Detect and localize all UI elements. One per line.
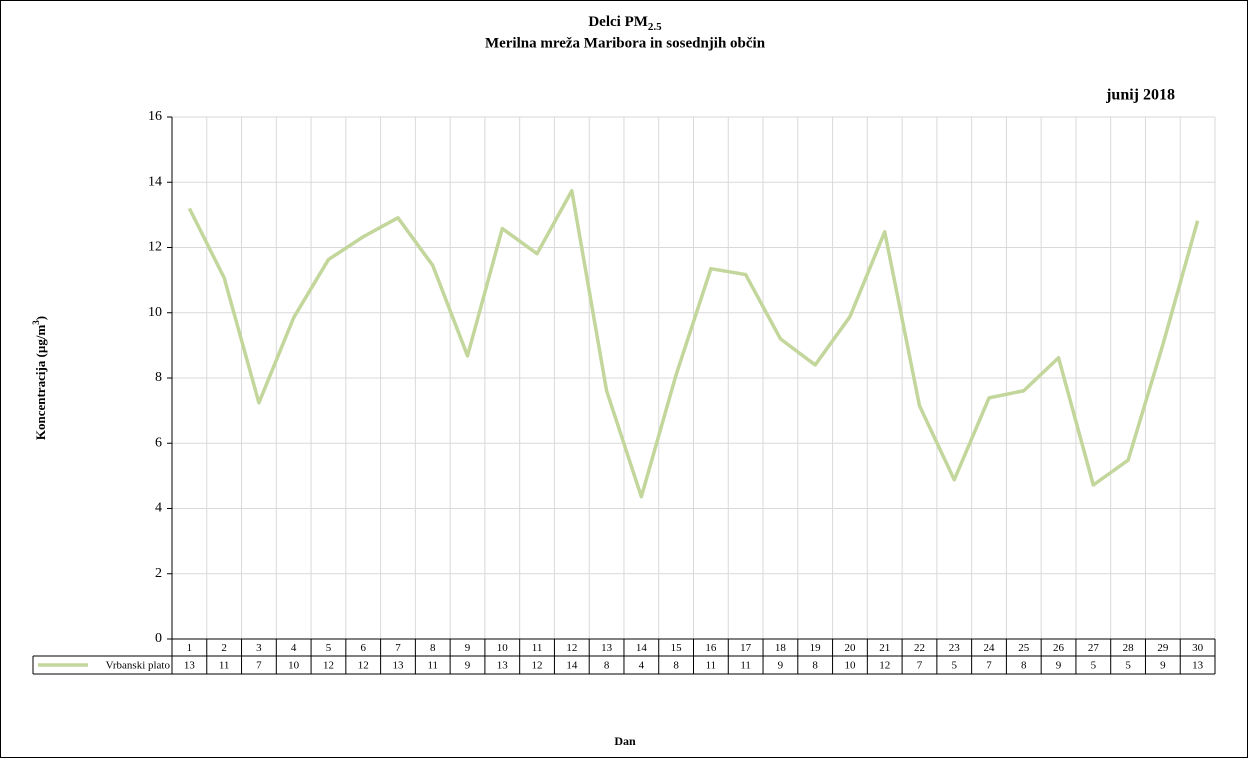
y-label-suffix: ) bbox=[33, 316, 48, 320]
title-subscript: 2.5 bbox=[648, 21, 662, 33]
x-tick-label: 23 bbox=[949, 642, 961, 654]
table-value: 5 bbox=[1091, 660, 1097, 672]
y-axis-label: Koncentracija (µg/m3) bbox=[31, 316, 48, 440]
x-axis-label: Dan bbox=[614, 734, 636, 748]
table-value: 9 bbox=[1056, 660, 1062, 672]
title-text: Delci PM bbox=[588, 14, 648, 30]
table-value: 13 bbox=[1192, 660, 1204, 672]
x-tick-label: 25 bbox=[1018, 642, 1030, 654]
x-tick-label: 2 bbox=[221, 642, 227, 654]
table-value: 13 bbox=[497, 660, 509, 672]
table-value: 11 bbox=[219, 660, 230, 672]
x-tick-label: 30 bbox=[1192, 642, 1204, 654]
data-line bbox=[187, 188, 1200, 499]
x-tick-label: 14 bbox=[636, 642, 648, 654]
table-value: 10 bbox=[288, 660, 300, 672]
table-value: 13 bbox=[184, 660, 196, 672]
x-tick-label: 16 bbox=[705, 642, 717, 654]
x-tick-label: 5 bbox=[326, 642, 332, 654]
x-tick-label: 7 bbox=[395, 642, 401, 654]
table-value: 12 bbox=[323, 660, 334, 672]
y-tick-label: 0 bbox=[155, 631, 162, 646]
table-value: 8 bbox=[673, 660, 679, 672]
x-tick-label: 6 bbox=[360, 642, 366, 654]
x-tick-label: 13 bbox=[601, 642, 613, 654]
x-tick-label: 19 bbox=[810, 642, 822, 654]
table-value: 14 bbox=[566, 660, 578, 672]
table-value: 11 bbox=[740, 660, 751, 672]
table-value: 8 bbox=[1021, 660, 1027, 672]
table-value: 9 bbox=[778, 660, 784, 672]
y-tick-label: 2 bbox=[155, 566, 162, 581]
table-value: 5 bbox=[952, 660, 958, 672]
y-tick-label: 10 bbox=[148, 305, 162, 320]
x-tick-label: 10 bbox=[497, 642, 509, 654]
x-tick-label: 8 bbox=[430, 642, 436, 654]
table-value: 12 bbox=[879, 660, 890, 672]
x-tick-label: 22 bbox=[914, 642, 925, 654]
y-tick-label: 16 bbox=[148, 109, 162, 124]
x-tick-label: 4 bbox=[291, 642, 297, 654]
y-tick-label: 4 bbox=[155, 501, 162, 516]
table-value: 12 bbox=[358, 660, 369, 672]
table-value: 9 bbox=[1160, 660, 1166, 672]
x-tick-label: 9 bbox=[465, 642, 471, 654]
table-value: 11 bbox=[427, 660, 438, 672]
x-tick-label: 3 bbox=[256, 642, 262, 654]
legend-label: Vrbanski plato bbox=[106, 660, 171, 672]
table-value: 8 bbox=[604, 660, 610, 672]
table-value: 13 bbox=[392, 660, 404, 672]
y-tick-label: 8 bbox=[155, 370, 162, 385]
table-value: 7 bbox=[917, 660, 923, 672]
x-tick-label: 12 bbox=[566, 642, 577, 654]
x-tick-label: 27 bbox=[1088, 642, 1100, 654]
x-tick-label: 21 bbox=[879, 642, 890, 654]
table-value: 5 bbox=[1125, 660, 1131, 672]
table-value: 9 bbox=[465, 660, 471, 672]
y-tick-label: 14 bbox=[148, 174, 162, 189]
chart-subtitle: Merilna mreža Maribora in sosednjih obči… bbox=[485, 35, 766, 51]
table-value: 7 bbox=[986, 660, 992, 672]
chart-title: Delci PM2.5 bbox=[588, 14, 662, 32]
x-tick-label: 24 bbox=[984, 642, 996, 654]
table-value: 12 bbox=[532, 660, 543, 672]
table-value: 8 bbox=[812, 660, 818, 672]
y-tick-label: 12 bbox=[148, 240, 162, 255]
annotation: junij 2018 bbox=[1105, 87, 1175, 104]
table-value: 10 bbox=[844, 660, 856, 672]
y-label-text: Koncentracija (µg/m bbox=[33, 325, 48, 441]
x-tick-label: 17 bbox=[740, 642, 752, 654]
table-value: 4 bbox=[639, 660, 645, 672]
y-tick-label: 6 bbox=[155, 435, 162, 450]
x-tick-label: 15 bbox=[671, 642, 683, 654]
x-tick-label: 20 bbox=[844, 642, 856, 654]
table-value: 7 bbox=[256, 660, 262, 672]
table-value: 11 bbox=[706, 660, 717, 672]
x-tick-label: 1 bbox=[187, 642, 193, 654]
x-tick-label: 26 bbox=[1053, 642, 1065, 654]
x-tick-label: 18 bbox=[775, 642, 787, 654]
x-tick-label: 28 bbox=[1123, 642, 1135, 654]
x-tick-label: 29 bbox=[1157, 642, 1169, 654]
x-tick-label: 11 bbox=[532, 642, 543, 654]
y-label-sup: 3 bbox=[31, 320, 41, 325]
